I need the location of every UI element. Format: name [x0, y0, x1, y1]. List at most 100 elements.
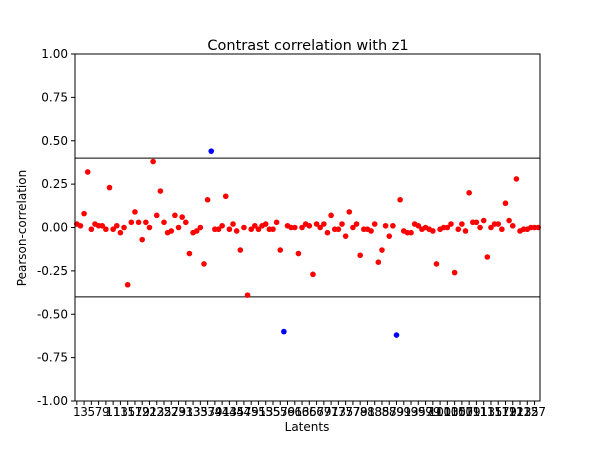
data-point: [179, 214, 185, 220]
x-tick-label: 57: [273, 405, 288, 419]
data-point: [386, 233, 393, 239]
x-tick-label: 71: [323, 405, 338, 419]
data-point: [477, 224, 483, 231]
y-tick-label: 1.00: [41, 47, 68, 61]
x-tick-label: 27: [164, 405, 179, 419]
data-point: [157, 188, 164, 194]
x-tick-label: 99: [425, 405, 440, 419]
data-point: [509, 222, 516, 229]
data-point: [201, 261, 207, 267]
data-point: [488, 224, 494, 231]
data-point: [448, 221, 454, 227]
data-point: [430, 228, 436, 234]
data-point: [172, 212, 178, 219]
data-point: [110, 226, 116, 233]
data-point: [499, 226, 505, 233]
data-point: [84, 169, 91, 175]
data-point: [233, 228, 240, 234]
data-point: [506, 217, 512, 224]
x-tick-label: 35: [193, 405, 208, 419]
data-point: [306, 222, 313, 229]
x-tick-label: 109: [458, 405, 481, 419]
x-tick-label: 111: [465, 405, 488, 419]
x-tick-label: 81: [360, 405, 375, 419]
x-tick-label: 3: [80, 405, 88, 419]
x-tick-label: 19: [135, 405, 150, 419]
data-point: [408, 229, 414, 236]
y-tick-label: 0.50: [41, 134, 68, 148]
x-tick-label: 55: [265, 405, 280, 419]
x-tick-label: 79: [353, 405, 368, 419]
x-tick-label: 61: [287, 405, 302, 419]
x-tick-label: 113: [472, 405, 495, 419]
y-axis-ticks: -1.00 -0.75 -0.50 -0.25 0.00 0.25 0.50 0.75 1.00: [37, 47, 75, 408]
x-tick-label: 69: [316, 405, 331, 419]
data-point: [368, 228, 374, 234]
x-tick-label: 45: [229, 405, 244, 419]
x-tick-label: 1: [73, 405, 81, 419]
data-point: [121, 224, 127, 231]
data-point: [433, 261, 440, 267]
data-point: [135, 219, 142, 226]
data-point: [462, 228, 469, 234]
data-point: [346, 209, 353, 215]
y-tick-label: 0.00: [41, 221, 68, 235]
data-point: [480, 217, 487, 224]
data-point: [350, 224, 356, 231]
data-point: [113, 222, 120, 229]
data-point: [281, 328, 287, 335]
data-point: [375, 259, 382, 266]
x-tick-label: 11: [106, 405, 121, 419]
data-point: [128, 219, 135, 226]
data-point: [455, 226, 462, 233]
data-point: [241, 224, 247, 231]
data-point: [230, 221, 236, 227]
x-tick-label: 77: [345, 405, 360, 419]
x-tick-label: 59: [280, 405, 295, 419]
data-point: [222, 193, 229, 200]
x-tick-label: 95: [411, 405, 426, 419]
data-point: [193, 228, 200, 234]
data-point: [339, 221, 345, 227]
data-point: [208, 148, 215, 154]
data-point: [252, 222, 258, 229]
data-point: [393, 332, 400, 338]
data-point: [99, 222, 106, 229]
x-tick-label: 105: [443, 405, 466, 419]
data-point: [313, 221, 320, 227]
data-point: [197, 224, 204, 231]
data-point: [248, 226, 254, 233]
data-point: [124, 281, 131, 288]
x-tick-label: 125: [516, 405, 539, 419]
x-tick-label: 25: [156, 405, 171, 419]
data-point: [390, 222, 396, 229]
data-point: [415, 222, 422, 229]
data-point: [106, 184, 113, 191]
data-point: [484, 254, 491, 260]
data-point: [146, 224, 153, 231]
x-tick-label: 121: [501, 405, 524, 419]
data-point: [459, 221, 465, 227]
x-tick-label: 41: [214, 405, 229, 419]
data-point: [244, 292, 251, 298]
data-point: [513, 176, 520, 182]
data-point: [371, 221, 378, 227]
x-tick-label: 51: [251, 405, 266, 419]
data-point: [379, 247, 385, 253]
y-tick-label: -1.00: [37, 394, 68, 408]
data-point: [183, 219, 189, 226]
x-tick-label: 103: [436, 405, 459, 419]
x-tick-label: 91: [396, 405, 411, 419]
data-point: [397, 196, 403, 203]
data-point: [237, 247, 244, 253]
data-point: [226, 226, 233, 233]
data-point: [139, 236, 146, 243]
x-tick-label: 107: [450, 405, 473, 419]
data-point: [117, 229, 124, 236]
data-point: [103, 226, 109, 233]
x-tick-label: 63: [294, 405, 309, 419]
data-point: [153, 212, 160, 219]
threshold-lines: [75, 157, 540, 298]
data-point: [273, 219, 280, 226]
